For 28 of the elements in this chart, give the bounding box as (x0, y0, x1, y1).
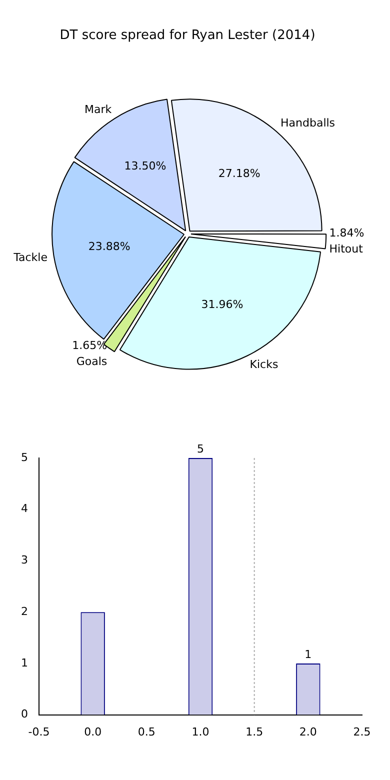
x-tick-label: 1.0 (192, 725, 210, 738)
slice-label: Tackle (12, 250, 48, 264)
data-label: 23.88% (88, 240, 130, 253)
y-tick-label: 0 (21, 708, 28, 721)
slice-label: Handballs (280, 116, 336, 130)
x-tick-label: 2.0 (299, 725, 317, 738)
x-tick-label: 2.5 (353, 725, 371, 738)
data-label: 1.84% (329, 226, 364, 240)
data-label: 5 (197, 442, 204, 456)
data-label: 27.18% (218, 166, 260, 180)
y-tick-label: 5 (21, 450, 28, 464)
x-tick-label: 0.0 (84, 725, 102, 738)
slice-label: Hitout (329, 242, 364, 256)
chart-title: DT score spread for Ryan Lester (2014) (60, 28, 316, 44)
y-tick-label: 1 (21, 656, 28, 670)
x-tick-label: 0.5 (138, 725, 156, 738)
data-label: 13.50% (124, 160, 166, 173)
data-label: 1 (304, 648, 312, 661)
x-tick-label: -0.5 (28, 725, 50, 738)
data-label: 31.96% (201, 298, 244, 311)
y-tick-label: 3 (21, 554, 28, 567)
y-tick-label: 2 (21, 604, 28, 618)
slice-label: Kicks (250, 358, 278, 371)
slice-label: Goals (76, 355, 108, 368)
y-tick-label: 4 (21, 502, 28, 516)
slice-label: Mark (84, 103, 112, 116)
data-label: 1.65% (72, 339, 108, 352)
x-tick-label: 1.5 (246, 725, 264, 738)
